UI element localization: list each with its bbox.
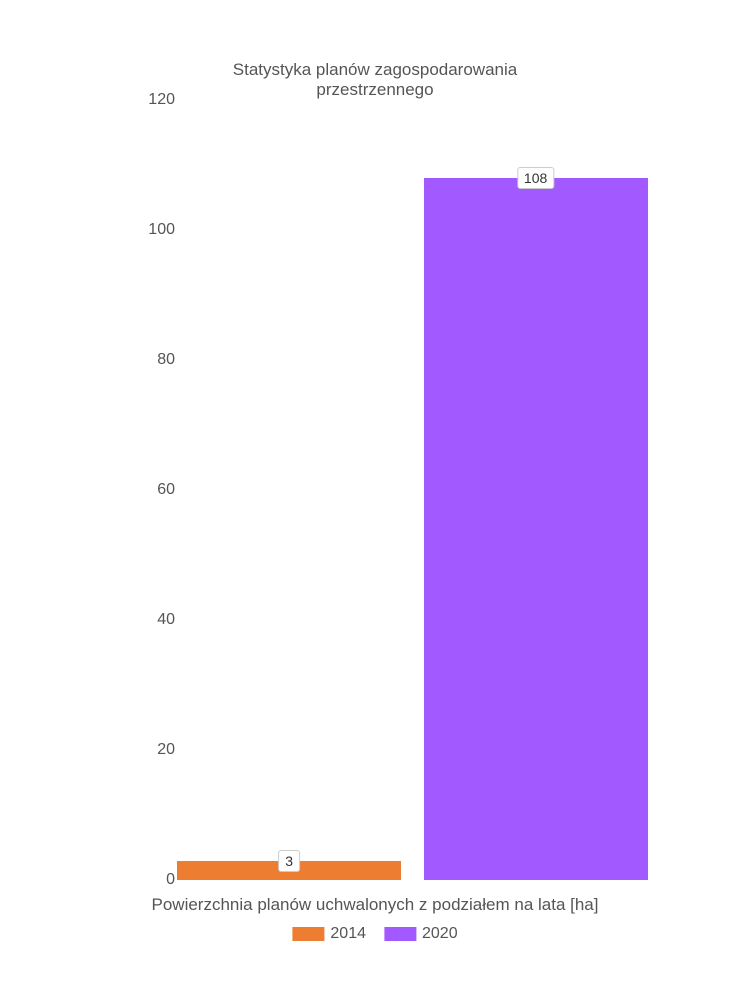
bar-value-label: 3 [278,850,300,872]
x-axis-label: Powierzchnia planów uchwalonych z podzia… [152,895,599,915]
y-tick-label: 40 [157,611,175,629]
legend: 2014 2020 [292,925,457,943]
legend-label: 2014 [330,925,366,943]
legend-item: 2020 [384,925,458,943]
y-tick-label: 60 [157,481,175,499]
legend-swatch [292,927,324,941]
y-tick-label: 80 [157,351,175,369]
legend-label: 2020 [422,925,458,943]
bar-value-label: 108 [517,167,554,189]
legend-swatch [384,927,416,941]
legend-item: 2014 [292,925,366,943]
y-tick-label: 120 [148,91,175,109]
y-tick-label: 20 [157,741,175,759]
chart-container: Statystyka planów zagospodarowania przes… [0,0,750,1000]
chart-title: Statystyka planów zagospodarowania przes… [188,60,563,100]
bar [424,178,648,880]
plot-area: 3 108 [110,100,670,880]
y-tick-label: 100 [148,221,175,239]
y-tick-label: 0 [166,871,175,889]
